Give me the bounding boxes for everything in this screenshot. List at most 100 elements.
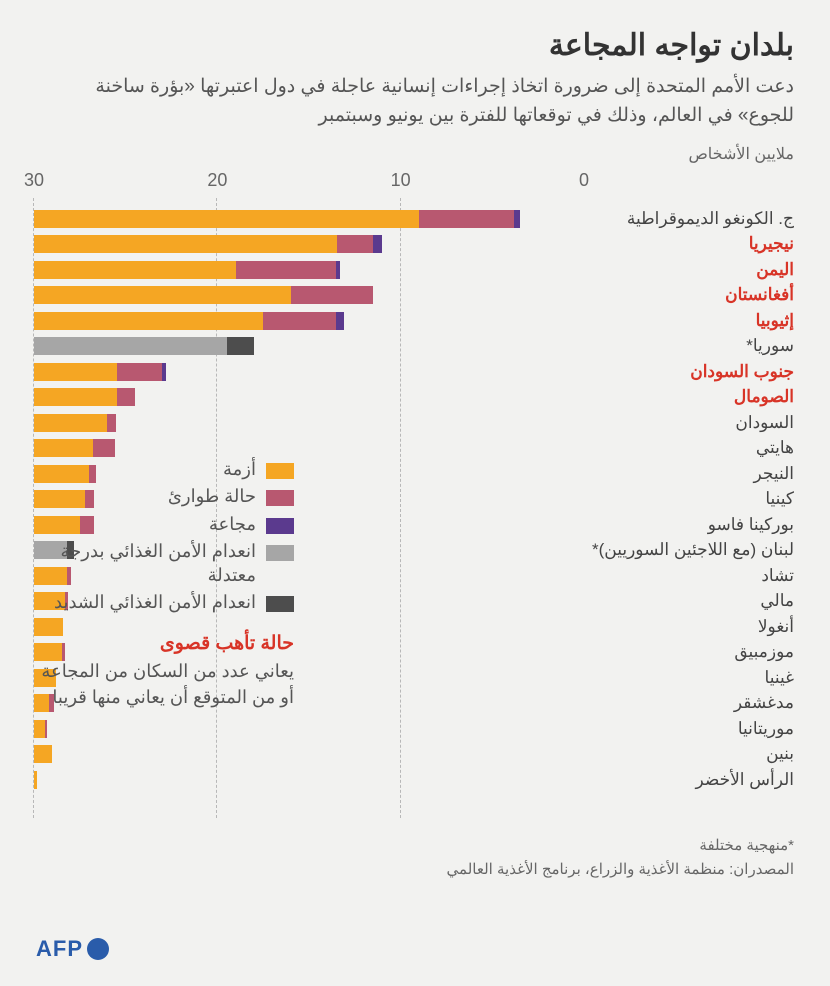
bar-segment — [263, 312, 336, 330]
bar-segment — [34, 286, 291, 304]
country-row: جنوب السودان — [34, 359, 794, 385]
legend-label: انعدام الأمن الغذائي الشديد — [54, 591, 256, 614]
country-row: أفغانستان — [34, 283, 794, 309]
bar-stack — [34, 745, 584, 763]
country-label: جنوب السودان — [584, 362, 794, 382]
legend-item: انعدام الأمن الغذائي الشديد — [34, 591, 294, 614]
bar-segment — [34, 261, 236, 279]
legend-label: مجاعة — [209, 513, 256, 536]
bar-segment — [107, 414, 116, 432]
country-row: اليمن — [34, 257, 794, 283]
bar-segment — [336, 312, 343, 330]
afp-logo: AFP — [36, 936, 109, 962]
country-label: أنغولا — [584, 617, 794, 637]
country-label: مدغشقر — [584, 693, 794, 713]
bar-segment — [514, 210, 520, 228]
bar-stack — [34, 439, 584, 457]
bar-stack — [34, 363, 584, 381]
chart-plot-area: ج. الكونغو الديموقراطية نيجيريا اليمن أفغان… — [34, 198, 794, 818]
country-label: هايتي — [584, 438, 794, 458]
bar-segment — [336, 261, 340, 279]
country-label: لبنان (مع اللاجئين السوريين)* — [584, 540, 794, 560]
bar-segment — [117, 363, 163, 381]
country-label: اليمن — [584, 260, 794, 280]
bar-stack — [34, 261, 584, 279]
y-axis-unit-label: ملايين الأشخاص — [36, 144, 794, 164]
bar-stack — [34, 720, 584, 738]
bar-segment — [34, 235, 337, 253]
legend-swatch — [266, 463, 294, 479]
x-axis-tick: 0 — [579, 170, 589, 191]
legend-swatch — [266, 545, 294, 561]
bar-segment — [34, 388, 117, 406]
country-label: ج. الكونغو الديموقراطية — [584, 209, 794, 229]
bar-segment — [419, 210, 514, 228]
legend-label: حالة طوارئ — [168, 485, 256, 508]
country-row: نيجيريا — [34, 232, 794, 258]
legend: أزمة حالة طوارئ مجاعة انعدام الأمن الغذائي … — [34, 458, 294, 710]
alert-description: يعاني عدد من السكان من المجاعة أو من الم… — [34, 659, 294, 709]
bar-segment — [291, 286, 374, 304]
legend-item: حالة طوارئ — [34, 485, 294, 508]
country-row: الصومال — [34, 385, 794, 411]
country-label: سوريا* — [584, 336, 794, 356]
country-label: غينيا — [584, 668, 794, 688]
afp-logo-text: AFP — [36, 936, 83, 962]
legend-label: انعدام الأمن الغذائي بدرجة معتدلة — [34, 540, 256, 587]
chart-container: 0102030 ج. الكونغو الديموقراطيةنيجيرياال… — [36, 170, 794, 818]
bar-segment — [34, 363, 117, 381]
bar-segment — [236, 261, 337, 279]
legend-swatch — [266, 596, 294, 612]
country-label: النيجر — [584, 464, 794, 484]
chart-subtitle: دعت الأمم المتحدة إلى ضرورة اتخاذ إجراءا… — [36, 73, 794, 130]
bar-segment — [34, 745, 52, 763]
afp-logo-icon — [87, 938, 109, 960]
country-row: موريتانيا — [34, 716, 794, 742]
country-row: إثيوبيا — [34, 308, 794, 334]
source-attribution: المصدران: منظمة الأغذية والزراع، برنامج … — [36, 860, 794, 878]
bar-segment — [162, 363, 166, 381]
bar-segment — [34, 414, 107, 432]
bar-segment — [34, 439, 93, 457]
bar-stack — [34, 235, 584, 253]
country-label: كينيا — [584, 489, 794, 509]
bar-stack — [34, 286, 584, 304]
bar-segment — [45, 720, 47, 738]
country-label: تشاد — [584, 566, 794, 586]
country-row: بنين — [34, 742, 794, 768]
bar-segment — [34, 337, 227, 355]
alert-heading: حالة تأهب قصوى — [34, 632, 294, 655]
bar-segment — [34, 771, 37, 789]
bar-stack — [34, 414, 584, 432]
country-label: مالي — [584, 591, 794, 611]
bar-segment — [93, 439, 115, 457]
bar-stack — [34, 312, 584, 330]
country-row: السودان — [34, 410, 794, 436]
bar-segment — [34, 720, 45, 738]
country-label: موريتانيا — [584, 719, 794, 739]
bar-stack — [34, 210, 584, 228]
country-label: موزمبيق — [584, 642, 794, 662]
x-axis-tick: 20 — [207, 170, 227, 191]
bar-stack — [34, 388, 584, 406]
bar-segment — [373, 235, 382, 253]
country-row: الرأس الأخضر — [34, 767, 794, 793]
legend-label: أزمة — [223, 458, 256, 481]
country-label: أفغانستان — [584, 285, 794, 305]
bar-segment — [227, 337, 255, 355]
country-label: الرأس الأخضر — [584, 770, 794, 790]
x-axis-tick: 30 — [24, 170, 44, 191]
bar-segment — [337, 235, 374, 253]
country-label: نيجيريا — [584, 234, 794, 254]
legend-item: انعدام الأمن الغذائي بدرجة معتدلة — [34, 540, 294, 587]
bar-segment — [117, 388, 135, 406]
bar-segment — [34, 312, 263, 330]
chart-title: بلدان تواجه المجاعة — [36, 28, 794, 63]
country-label: السودان — [584, 413, 794, 433]
legend-swatch — [266, 490, 294, 506]
bar-stack — [34, 771, 584, 789]
legend-swatch — [266, 518, 294, 534]
country-label: بنين — [584, 744, 794, 764]
legend-item: أزمة — [34, 458, 294, 481]
legend-item: مجاعة — [34, 513, 294, 536]
